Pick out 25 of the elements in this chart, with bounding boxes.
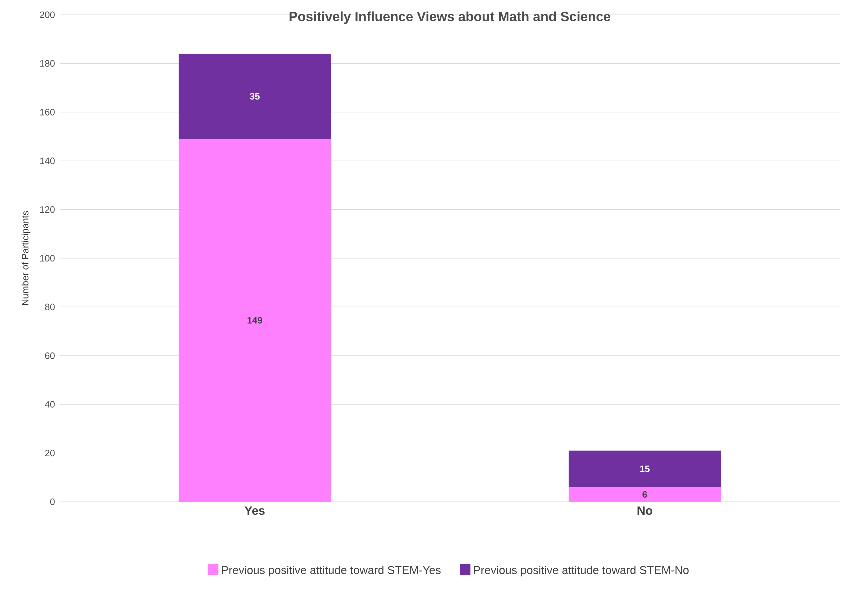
- chart-title: Positively Influence Views about Math and Science: [290, 12, 611, 24]
- data-label: 15: [640, 466, 650, 472]
- x-tick-label: Yes: [244, 506, 265, 516]
- y-tick-label: 140: [40, 158, 55, 164]
- bar: [568, 487, 722, 502]
- data-label: 6: [642, 491, 648, 498]
- data-label: 149: [248, 317, 262, 324]
- legend-label: Previous positive attitude toward STEM-No: [474, 566, 689, 577]
- y-tick-label: 20: [45, 450, 55, 457]
- y-tick-label: 80: [45, 304, 55, 310]
- y-tick-label: 180: [40, 60, 55, 67]
- y-tick-label: 100: [40, 255, 55, 262]
- bar: [568, 450, 722, 488]
- y-tick-label: 60: [45, 352, 55, 360]
- y-tick-label: 200: [40, 12, 55, 18]
- bar: [178, 54, 332, 140]
- y-axis-title: Number of Participants: [22, 211, 31, 306]
- bar: [178, 139, 332, 502]
- y-tick-label: 120: [40, 206, 55, 214]
- y-tick-label: 160: [40, 109, 55, 116]
- y-tick-label: 0: [50, 498, 55, 506]
- x-tick-label: No: [638, 506, 653, 516]
- data-label: 35: [250, 93, 260, 100]
- legend-label: Previous positive attitude toward STEM-Yes: [222, 566, 441, 577]
- y-tick-label: 40: [45, 401, 55, 408]
